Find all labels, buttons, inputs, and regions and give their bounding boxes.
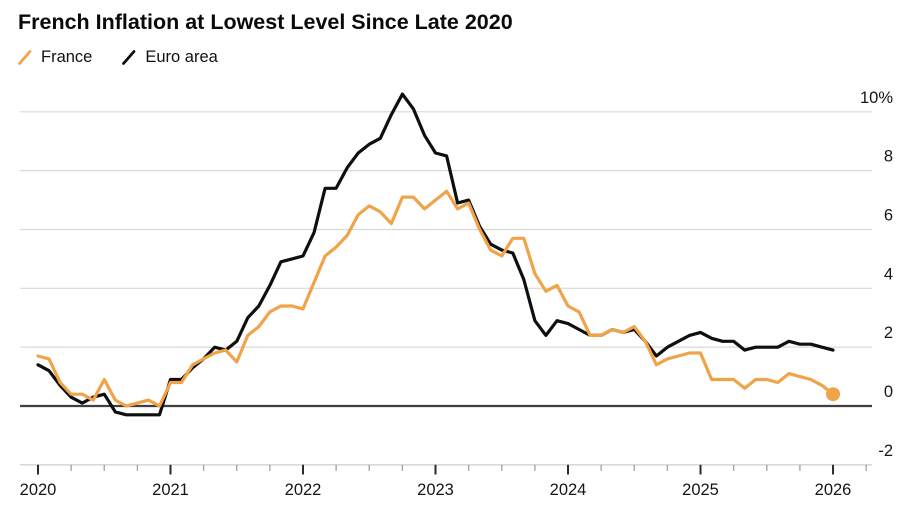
y-tick-label: 0 <box>884 383 893 401</box>
x-tick-label: 2025 <box>682 481 719 499</box>
page-title: French Inflation at Lowest Level Since L… <box>18 10 513 34</box>
x-tick-label: 2024 <box>550 481 587 499</box>
y-tick-label: 8 <box>884 148 893 166</box>
legend-item-euro-area: Euro area <box>122 48 218 67</box>
y-tick-label: -2 <box>878 442 893 460</box>
y-tick-label: 4 <box>884 265 893 283</box>
euro-area-line-icon <box>122 50 136 65</box>
x-tick-label: 2021 <box>152 481 189 499</box>
chart-legend: France Euro area <box>18 48 218 67</box>
x-tick-label: 2022 <box>285 481 322 499</box>
legend-label-france: France <box>41 48 93 66</box>
france-line-icon <box>18 50 32 65</box>
x-tick-label: 2026 <box>815 481 852 499</box>
x-tick-label: 2020 <box>20 481 57 499</box>
y-tick-label: 10% <box>860 89 893 107</box>
euro-area-line <box>36 92 835 417</box>
x-tick-label: 2023 <box>417 481 454 499</box>
x-axis: 2020 2021 2022 2023 2024 2025 2026 <box>20 464 872 499</box>
gridlines <box>20 111 872 466</box>
legend-label-euro-area: Euro area <box>145 48 218 66</box>
y-tick-label: 2 <box>884 324 893 342</box>
y-tick-label: 6 <box>884 206 893 224</box>
y-axis-labels: 10% 8 6 4 2 0 -2 <box>860 89 893 460</box>
legend-item-france: France <box>18 48 92 67</box>
france-line <box>36 189 835 408</box>
france-end-dot <box>826 387 841 402</box>
